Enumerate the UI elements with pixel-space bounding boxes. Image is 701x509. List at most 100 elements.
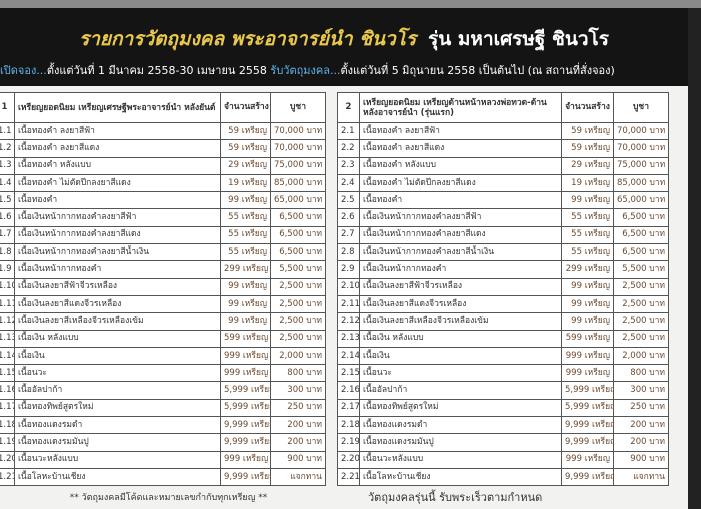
item-quantity: 99 เหรียญ [220,277,271,296]
item-name: เนื้อทองคำ ลงยาสีฟ้า [14,121,221,141]
item-quantity: 5,999 เหรียญ [561,381,614,400]
item-price: 250 บาท [613,398,669,418]
table-row: 2.20 เนื้อนวะหลังแบบ 999 เหรียญ 900 บาท [337,450,669,469]
item-price: 2,500 บาท [270,277,326,296]
item-quantity: 59 เหรียญ [220,121,271,141]
item-quantity: 999 เหรียญ [220,450,271,469]
item-quantity: 99 เหรียญ [561,191,614,210]
item-quantity: 55 เหรียญ [561,243,614,262]
item-name: เนื้อทองคำ [359,191,562,210]
item-price: แจกทาน [613,467,669,487]
qty-header: จำนวนสร้าง [220,92,271,123]
item-number: 2.10 [337,277,360,296]
item-price: 6,500 บาท [613,225,669,245]
item-name: เนื้อทองทิพย์สูตรใหม่ [14,398,221,418]
item-name: เนื้อเงิน หลังแบบ [14,329,221,348]
item-price: 65,000 บาท [270,191,326,210]
item-name: เนื้อทองแดงรมดำ [14,416,221,435]
item-name: เนื้อเงินลงยาสีฟ้าจีวรเหลือง [14,277,221,296]
item-number: 2.15 [337,364,360,383]
item-quantity: 999 เหรียญ [561,346,614,366]
item-quantity: 9,999 เหรียญ [561,433,614,452]
item-name: เนื้อโลหะบ้านเชียง [14,467,221,487]
item-number: 1.3 [0,156,15,175]
item-quantity: 59 เหรียญ [220,139,271,158]
table-row: 2.4 เนื้อทองคำ ไม่ตัดปีกลงยาสีแดง 19 เหรีย… [337,173,669,193]
item-price: 2,500 บาท [270,312,326,331]
table-row: 2.16 เนื้ออัลปาก้า 5,999 เหรียญ 300 บาท [337,381,669,400]
item-quantity: 99 เหรียญ [220,294,271,314]
title-main: รายการวัตถุมงคล พระอาจารย์นำ ชินวโร [79,28,417,50]
item-price: 2,000 บาท [270,346,326,366]
item-price: 70,000 บาท [613,139,669,158]
item-price: 6,500 บาท [270,225,326,245]
table-row: 1.12เนื้อเงินลงยาสีเหลืองจีวรเหลืองเข้ม9… [0,312,326,331]
item-price: 250 บาท [270,398,326,418]
item-name: เนื้อทองคำ หลังแบบ [14,156,221,175]
item-price: 2,500 บาท [270,329,326,348]
item-name: เนื้อเงินลงยาสีฟ้าจีวรเหลือง [359,277,562,296]
table-row: 2.18 เนื้อทองแดงรมดำ 9,999 เหรียญ 200 บาท [337,416,669,435]
item-name: เนื้อเงินลงยาสีเหลืองจีวรเหลืองเข้ม [14,312,221,331]
item-number: 2.7 [337,225,360,245]
item-quantity: 55 เหรียญ [220,225,271,245]
item-name: เนื้อทองคำ ลงยาสีแดง [14,139,221,158]
item-name: เนื้อเงินลงยาสีเหลืองจีวรเหลืองเข้ม [359,312,562,331]
item-name: เนื้อเงินลงยาสีแดงจีวรเหลือง [14,294,221,314]
item-quantity: 9,999 เหรียญ [220,416,271,435]
pickup-dates: ตั้งแต่วันที่ 5 มิถุนายน 2558 เป็นต้นไป … [340,64,615,77]
item-number: 1.14 [0,346,15,366]
item-number: 2.21 [337,467,360,487]
table-row: 2.19 เนื้อทองแดงรมมันปู 9,999 เหรียญ 200 บา… [337,433,669,452]
table-row: 2.10 เนื้อเงินลงยาสีฟ้าจีวรเหลือง 99 เหรีย… [337,277,669,296]
item-quantity: 55 เหรียญ [220,243,271,262]
item-quantity: 59 เหรียญ [561,139,614,158]
item-number: 2.18 [337,416,360,435]
item-number: 1.11 [0,294,15,314]
price-table-right: 2 เหรียญยอดนิยม เหรียญด้านหน้าหลวงพ่อทวด… [337,92,669,487]
item-quantity: 55 เหรียญ [561,225,614,245]
table-row: 2.17 เนื้อทองทิพย์สูตรใหม่ 5,999 เหรียญ 250… [337,398,669,418]
item-quantity: 9,999 เหรียญ [561,467,614,487]
item-number: 2.13 [337,329,360,348]
footer-note-right: วัตถุมงคลรุ่นนี้ รับพระเร็วตามกำหนด [368,491,543,504]
item-name: เนื้อทองทิพย์สูตรใหม่ [359,398,562,418]
item-name: เนื้อทองแดงรมมันปู [14,433,221,452]
item-price: 70,000 บาท [613,121,669,141]
item-name: เนื้อทองคำ ไม่ตัดปีกลงยาสีแดง [359,173,562,193]
item-quantity: 599 เหรียญ [220,329,271,348]
item-name: เนื้อโลหะบ้านเชียง [359,467,562,487]
item-quantity: 9,999 เหรียญ [561,416,614,435]
table-row: 2.7 เนื้อเงินหน้ากากทองคำลงยาสีแดง 55 เหรี… [337,225,669,245]
item-price: 200 บาท [613,433,669,452]
table-row: 2.5 เนื้อทองคำ 99 เหรียญ 65,000 บาท [337,191,669,210]
title-series: รุ่น มหาเศรษฐี ชินวโร [428,28,609,50]
item-name: เนื้ออัลปาก้า [359,381,562,400]
subtitle-dates: เปิดจอง...ตั้งแต่วันที่ 1 มีนาคม 2558-30… [0,64,615,78]
item-number: 2.6 [337,208,360,227]
item-number: 1.9 [0,260,15,279]
item-price: 65,000 บาท [613,191,669,210]
item-number: 1.21 [0,467,15,487]
item-number: 1.1 [0,121,15,141]
item-price: 85,000 บาท [270,173,326,193]
item-number: 2.11 [337,294,360,314]
item-price: 2,500 บาท [613,277,669,296]
item-number: 1.20 [0,450,15,469]
item-number: 2.16 [337,381,360,400]
item-name: เนื้อเงินหน้ากากทองคำลงยาสีแดง [359,225,562,245]
item-price: 2,500 บาท [613,312,669,331]
pickup-label: รับวัตถุมงคล... [270,64,341,77]
item-quantity: 5,999 เหรียญ [220,381,271,400]
item-number: 2.14 [337,346,360,366]
